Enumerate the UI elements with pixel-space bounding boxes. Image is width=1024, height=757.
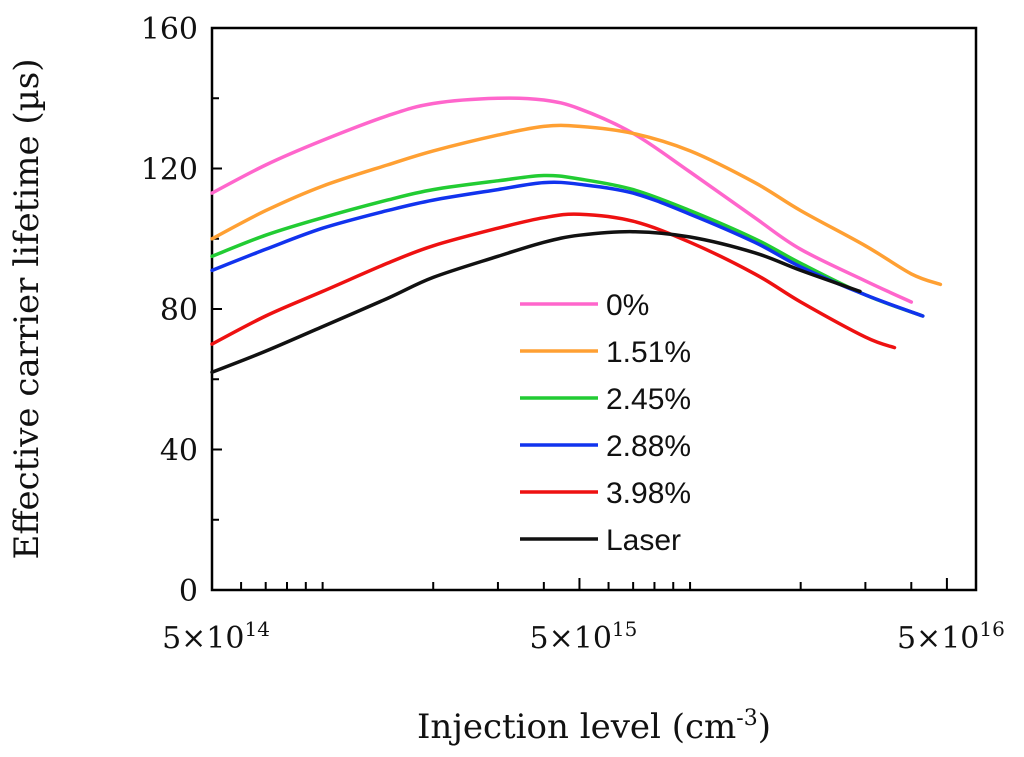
x-axis-title: Injection level (cm-3) (417, 706, 771, 747)
series-lines (210, 96, 943, 374)
series-line-5 (210, 229, 862, 374)
legend-label: 2.88% (606, 430, 691, 463)
x-tick-label: 5×1014 (162, 617, 270, 656)
plot-area (210, 26, 978, 592)
legend-label: Laser (606, 524, 681, 557)
y-axis-title: Effective carrier lifetime (µs) (7, 59, 47, 560)
series-line-4 (210, 212, 897, 350)
series-line-3 (210, 180, 925, 318)
series-line-0 (210, 96, 914, 304)
legend-label: 0% (606, 289, 649, 322)
legend-label: 1.51% (606, 336, 691, 369)
legend-label: 2.45% (606, 383, 691, 416)
x-tick-label: 5×1015 (530, 617, 638, 656)
y-tick-label: 120 (141, 153, 198, 188)
x-tick-label: 5×1016 (897, 617, 1005, 656)
y-tick-label: 40 (160, 434, 198, 469)
series-line-1 (210, 123, 943, 287)
x-axis: 5×1014 5×1015 5×1016 (162, 578, 1005, 656)
y-tick-label: 0 (179, 574, 198, 609)
y-tick-label: 160 (141, 12, 198, 47)
series-line-2 (210, 173, 925, 318)
axis-frame (210, 26, 978, 592)
legend-label: 3.98% (606, 477, 691, 510)
y-tick-label: 80 (160, 293, 198, 328)
legend: 0% 1.51% 2.45% 2.88% 3.98% Laser (520, 289, 691, 557)
y-axis: 0 40 80 120 160 (141, 12, 222, 609)
